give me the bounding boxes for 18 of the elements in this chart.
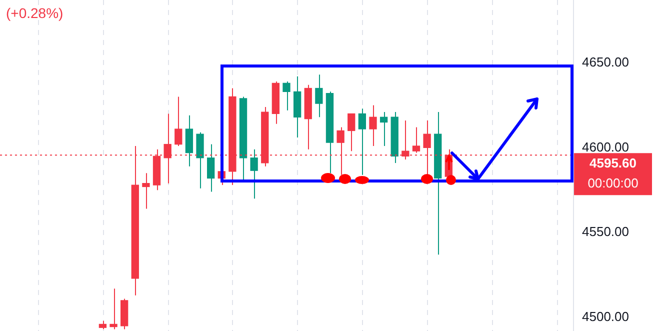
candlestick — [369, 104, 377, 146]
candlestick — [380, 112, 388, 146]
ref-line-label: 4595.60 — [590, 156, 636, 171]
y-tick-label: 4500.00 — [582, 309, 629, 324]
candlestick — [358, 108, 366, 176]
candlestick — [110, 288, 118, 330]
candlestick — [174, 96, 182, 146]
candlestick — [348, 113, 356, 152]
candlestick — [250, 148, 258, 200]
y-tick-label: 4600.00 — [582, 139, 629, 154]
candlestick — [282, 80, 290, 111]
candlestick — [142, 172, 150, 210]
y-tick-label: 4550.00 — [582, 224, 629, 240]
y-tick-label: 4650.00 — [582, 54, 629, 70]
candlestick — [315, 74, 323, 118]
text: 00:00:00 — [588, 176, 638, 191]
candlestick — [206, 144, 215, 192]
annotation: (+0.28%) — [6, 4, 64, 21]
